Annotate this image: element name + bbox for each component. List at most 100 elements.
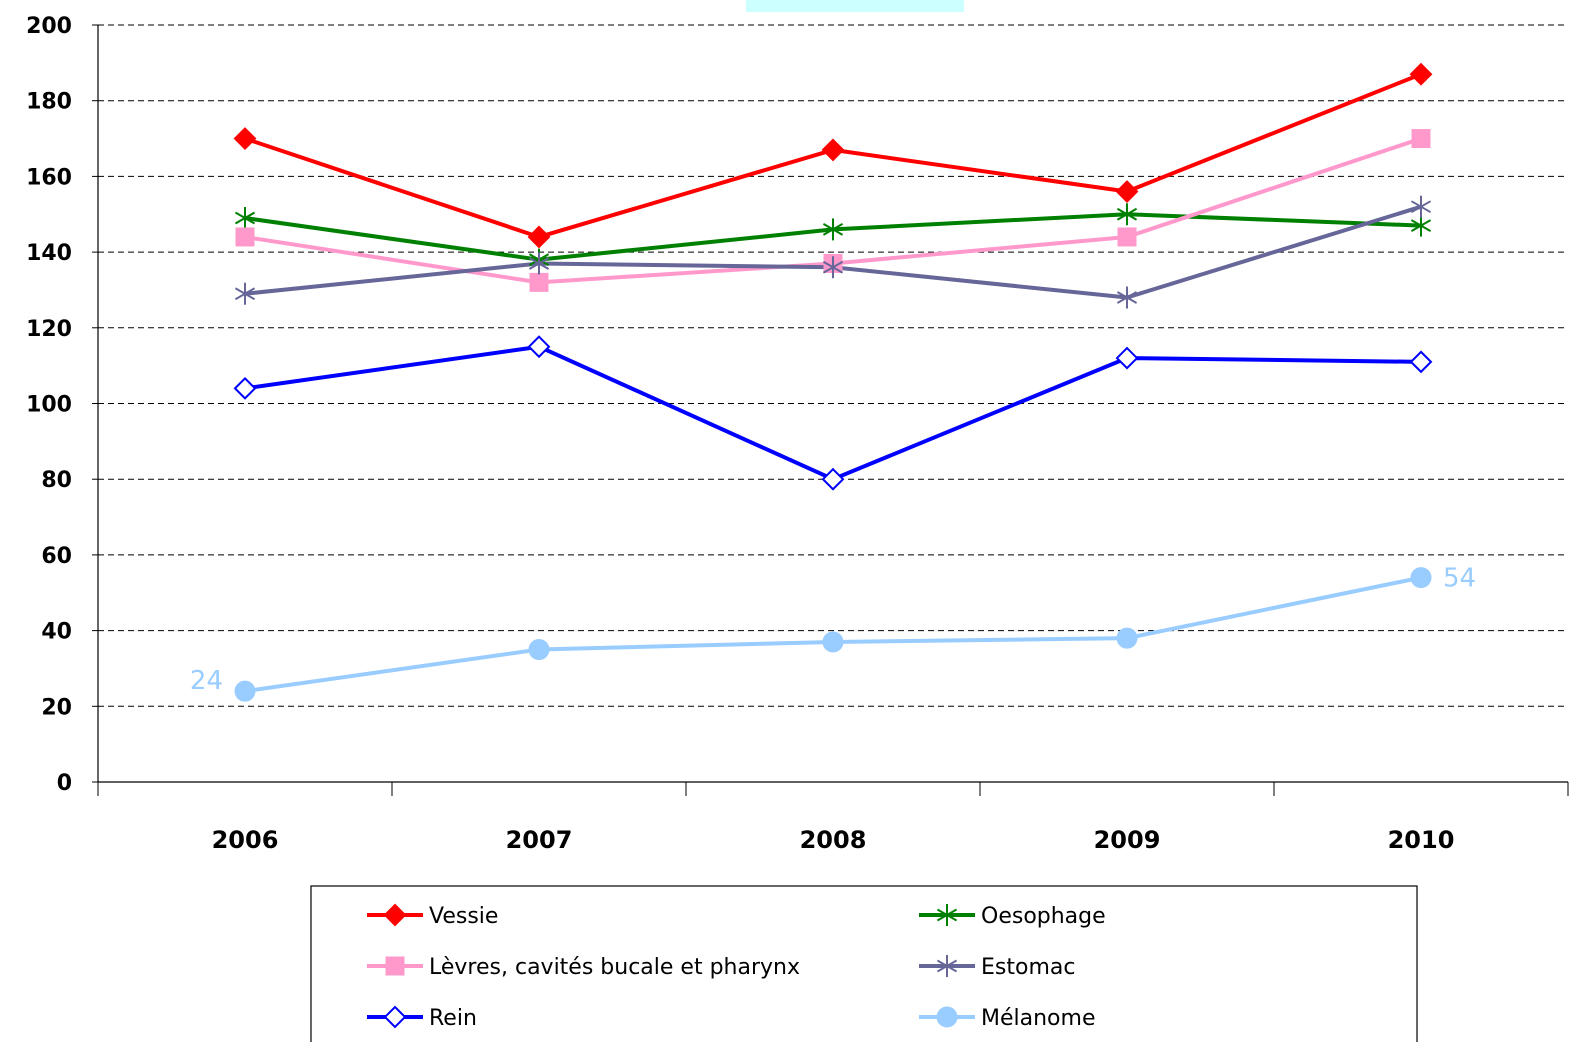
legend-swatch-marker (936, 904, 958, 926)
y-tick-label: 140 (26, 241, 72, 266)
data-point (821, 467, 845, 491)
y-tick-label: 80 (41, 468, 72, 493)
legend-swatch-marker (383, 1005, 407, 1029)
legend-item: Lèvres, cavités bucale et pharynx (367, 955, 800, 980)
y-tick-label: 160 (26, 165, 72, 190)
legend-swatch-marker (936, 955, 958, 977)
data-point (1115, 180, 1139, 203)
y-tick-label: 180 (26, 90, 72, 115)
x-axis-ticks: 2006 2007 2008 2009 2010 (212, 826, 1455, 854)
data-point (1116, 286, 1138, 309)
marker-stroke (936, 908, 958, 922)
marker-shape (383, 903, 407, 927)
y-tick-label: 100 (26, 393, 72, 418)
legend-label: Lèvres, cavités bucale et pharynx (429, 955, 800, 980)
data-point (822, 631, 844, 653)
marker-stroke (1116, 207, 1138, 221)
data-point (233, 376, 257, 400)
marker-shape (528, 639, 550, 661)
data-point (234, 207, 256, 230)
marker-shape (527, 225, 551, 249)
legend-swatch-marker (385, 956, 405, 976)
data-point (234, 680, 256, 702)
data-point (529, 272, 549, 292)
data-point (1115, 346, 1139, 370)
series-lines (244, 72, 1422, 694)
marker-shape (1410, 567, 1432, 589)
marker-shape (1411, 129, 1431, 149)
marker-shape (529, 272, 549, 292)
series-markers (233, 62, 1433, 702)
marker-shape (527, 335, 551, 359)
marker-stroke (936, 959, 958, 973)
x-tick-label: 2008 (800, 826, 867, 854)
marker-stroke (822, 260, 844, 274)
data-labels: 24 54 (190, 564, 1476, 697)
data-point (527, 335, 551, 359)
marker-shape (1117, 227, 1137, 247)
marker-stroke (1410, 200, 1432, 214)
marker-shape (1409, 350, 1433, 374)
data-point (822, 218, 844, 241)
data-point (1409, 350, 1433, 374)
marker-shape (821, 138, 845, 162)
marker-shape (1115, 346, 1139, 370)
legend-label: Rein (429, 1006, 477, 1031)
legend-label: Estomac (981, 955, 1075, 980)
marker-shape (822, 631, 844, 653)
data-point (528, 252, 550, 275)
marker-shape (383, 1005, 407, 1029)
data-point (1117, 227, 1137, 247)
marker-shape (233, 127, 257, 150)
marker-stroke (822, 223, 844, 236)
legend-item: Vessie (367, 903, 498, 929)
legend-label: Mélanome (981, 1006, 1095, 1031)
y-axis-ticks: 0 20 40 60 80 100 120 140 160 180 200 (26, 14, 72, 796)
legend-item: Mélanome (919, 1006, 1095, 1031)
legend-item: Rein (367, 1005, 477, 1031)
data-point (822, 256, 844, 279)
x-tick-label: 2007 (506, 826, 573, 854)
marker-stroke (528, 257, 550, 270)
data-point (1410, 195, 1432, 218)
y-tick-label: 40 (41, 620, 72, 645)
gridlines (98, 24, 1568, 707)
marker-shape (233, 376, 257, 400)
marker-stroke (234, 211, 256, 225)
title-placeholder-box (746, 0, 964, 12)
y-tick-label: 120 (26, 317, 72, 342)
data-point (527, 225, 551, 249)
legend-item: Oesophage (919, 904, 1106, 929)
data-point (233, 127, 257, 150)
marker-shape (385, 956, 405, 976)
data-point (821, 138, 845, 162)
data-label: 54 (1443, 564, 1476, 594)
marker-shape (235, 227, 255, 247)
data-point (235, 227, 255, 247)
y-tick-label: 20 (41, 695, 72, 720)
data-label: 24 (190, 666, 223, 696)
marker-stroke (1116, 291, 1138, 304)
y-tick-label: 0 (57, 771, 72, 796)
x-tick-label: 2009 (1094, 826, 1161, 854)
legend-item: Estomac (919, 955, 1075, 980)
axes (92, 24, 1569, 796)
data-point (1409, 62, 1433, 86)
marker-shape (234, 680, 256, 702)
legend-swatch-marker (383, 903, 407, 927)
series-line-4 (244, 344, 1422, 482)
data-point (1116, 203, 1138, 226)
legend: Vessie Oesophage Lèvres, cavités bucale et… (310, 885, 1418, 1042)
x-tick-label: 2006 (212, 826, 279, 854)
marker-shape (1409, 62, 1433, 86)
legend-box (310, 885, 1418, 1042)
legend-swatch-marker (936, 1006, 958, 1028)
x-tick-label: 2010 (1388, 826, 1455, 854)
data-point (1116, 627, 1138, 649)
data-point (1410, 214, 1432, 237)
data-point (528, 639, 550, 661)
data-point (234, 282, 256, 305)
marker-shape (1115, 180, 1139, 203)
marker-shape (821, 467, 845, 491)
